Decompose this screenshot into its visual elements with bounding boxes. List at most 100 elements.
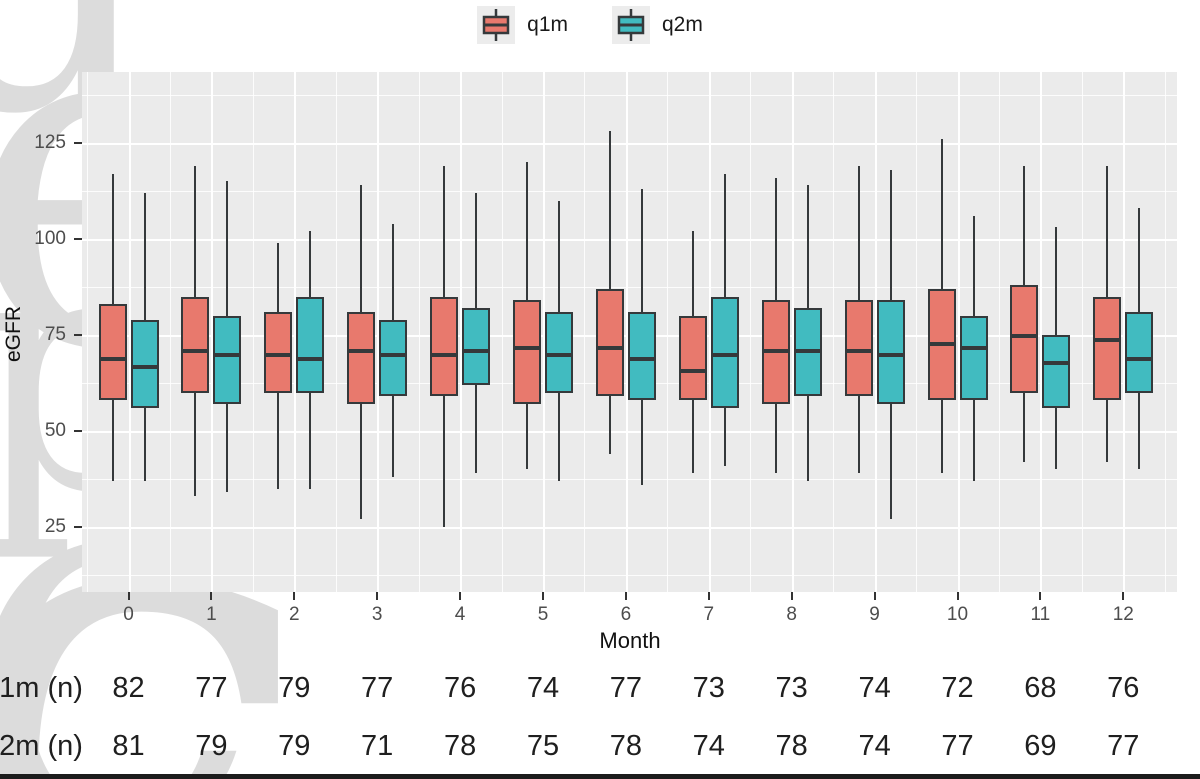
- iqr-box: [296, 296, 325, 393]
- upper-whisker: [806, 185, 809, 309]
- plot-panel: [82, 72, 1177, 592]
- lower-whisker: [806, 396, 809, 481]
- upper-whisker: [392, 223, 395, 320]
- lower-whisker: [691, 400, 694, 474]
- lower-whisker: [392, 396, 395, 478]
- iqr-box: [347, 311, 376, 405]
- major-gridline-x-1: [211, 72, 214, 592]
- x-tick-label-8: 8: [786, 604, 797, 625]
- upper-whisker: [226, 181, 229, 316]
- count-row-label-q1mn: q1m (n): [0, 672, 83, 704]
- lower-whisker: [360, 404, 363, 520]
- major-gridline-x-4: [460, 72, 463, 592]
- major-gridline-y-100: [82, 239, 1177, 241]
- median-line: [132, 364, 157, 369]
- major-gridline-x-12: [1123, 72, 1126, 592]
- x-tick-label-1: 1: [206, 604, 217, 625]
- y-tick-25: [74, 526, 82, 528]
- count-q1m-month-6: 77: [609, 672, 643, 704]
- x-tick-label-3: 3: [371, 604, 383, 625]
- iqr-box: [213, 315, 242, 405]
- upper-whisker: [526, 162, 528, 301]
- legend-label: q2m: [662, 13, 703, 36]
- x-tick-2: [293, 592, 296, 600]
- upper-whisker: [691, 231, 694, 316]
- median-line: [1127, 357, 1152, 362]
- upper-whisker: [1055, 227, 1058, 335]
- count-q1m-month-5: 74: [526, 672, 560, 704]
- count-q2m-month-10: 77: [941, 730, 974, 762]
- x-tick-9: [873, 592, 876, 600]
- major-gridline-x-5: [543, 72, 545, 592]
- x-tick-3: [376, 592, 379, 600]
- iqr-box: [430, 296, 459, 397]
- iqr-box: [793, 308, 822, 397]
- lower-whisker: [558, 392, 560, 481]
- x-tick-label-12: 12: [1112, 604, 1134, 625]
- x-tick-label-9: 9: [869, 604, 880, 625]
- median-line: [961, 345, 986, 350]
- major-gridline-y-50: [82, 431, 1177, 433]
- y-tick-label-125: 125: [34, 132, 66, 153]
- y-tick-label-100: 100: [34, 228, 66, 249]
- count-q1m-month-2: 79: [278, 672, 311, 704]
- minor-gridline-y-112.5: [82, 191, 1177, 192]
- minor-gridline-x-7.5: [750, 72, 752, 592]
- lower-whisker: [194, 392, 197, 497]
- y-tick-label-75: 75: [44, 324, 66, 345]
- minor-gridline-x-2.5: [335, 72, 337, 592]
- iqr-box: [545, 311, 573, 393]
- y-tick-label-50: 50: [44, 420, 66, 441]
- upper-whisker: [608, 131, 611, 289]
- upper-whisker: [940, 139, 943, 289]
- upper-whisker: [1023, 166, 1026, 286]
- upper-whisker: [774, 177, 777, 301]
- upper-whisker: [194, 166, 197, 297]
- count-q2m-month-11: 69: [1024, 730, 1057, 762]
- iqr-box: [678, 315, 707, 401]
- median-line: [515, 345, 539, 350]
- median-line: [298, 357, 323, 362]
- upper-whisker: [360, 185, 363, 312]
- lower-whisker: [475, 384, 478, 474]
- x-tick-4: [459, 592, 462, 600]
- major-gridline-x-7: [708, 72, 711, 592]
- lower-whisker: [1023, 392, 1026, 462]
- iqr-box: [927, 288, 956, 401]
- major-gridline-y-25: [82, 527, 1177, 529]
- iqr-box: [844, 300, 873, 397]
- median-line: [1044, 360, 1069, 365]
- x-tick-label-2: 2: [289, 604, 300, 625]
- median-line: [929, 341, 954, 346]
- minor-gridline-x-9.5: [916, 72, 918, 592]
- count-q1m-month-7: 73: [692, 672, 725, 704]
- lower-whisker: [143, 407, 146, 481]
- lower-whisker: [940, 400, 943, 474]
- lower-whisker: [774, 404, 777, 474]
- minor-gridline-x-10.5: [998, 72, 1000, 592]
- major-gridline-x-6: [625, 72, 628, 592]
- iqr-box: [959, 315, 988, 401]
- upper-whisker: [1138, 208, 1141, 312]
- median-line: [547, 353, 571, 358]
- median-line: [183, 349, 208, 354]
- median-line: [597, 345, 622, 350]
- iqr-box: [1125, 311, 1154, 393]
- legend-item-q1m: q1m: [477, 6, 568, 44]
- x-tick-6: [624, 592, 627, 600]
- x-tick-label-0: 0: [123, 604, 134, 625]
- y-tick-label-25: 25: [44, 516, 66, 537]
- count-q1m-month-1: 77: [195, 672, 228, 704]
- median-line: [629, 357, 654, 362]
- count-q2m-month-1: 79: [195, 730, 228, 762]
- lower-whisker: [1138, 392, 1141, 470]
- median-line: [846, 349, 871, 354]
- count-q2m-month-8: 78: [775, 730, 808, 762]
- median-line: [763, 349, 788, 354]
- lower-whisker: [723, 407, 726, 466]
- count-q1m-month-0: 82: [112, 672, 145, 704]
- major-gridline-x-10: [957, 72, 960, 592]
- count-q2m-month-9: 74: [858, 730, 891, 762]
